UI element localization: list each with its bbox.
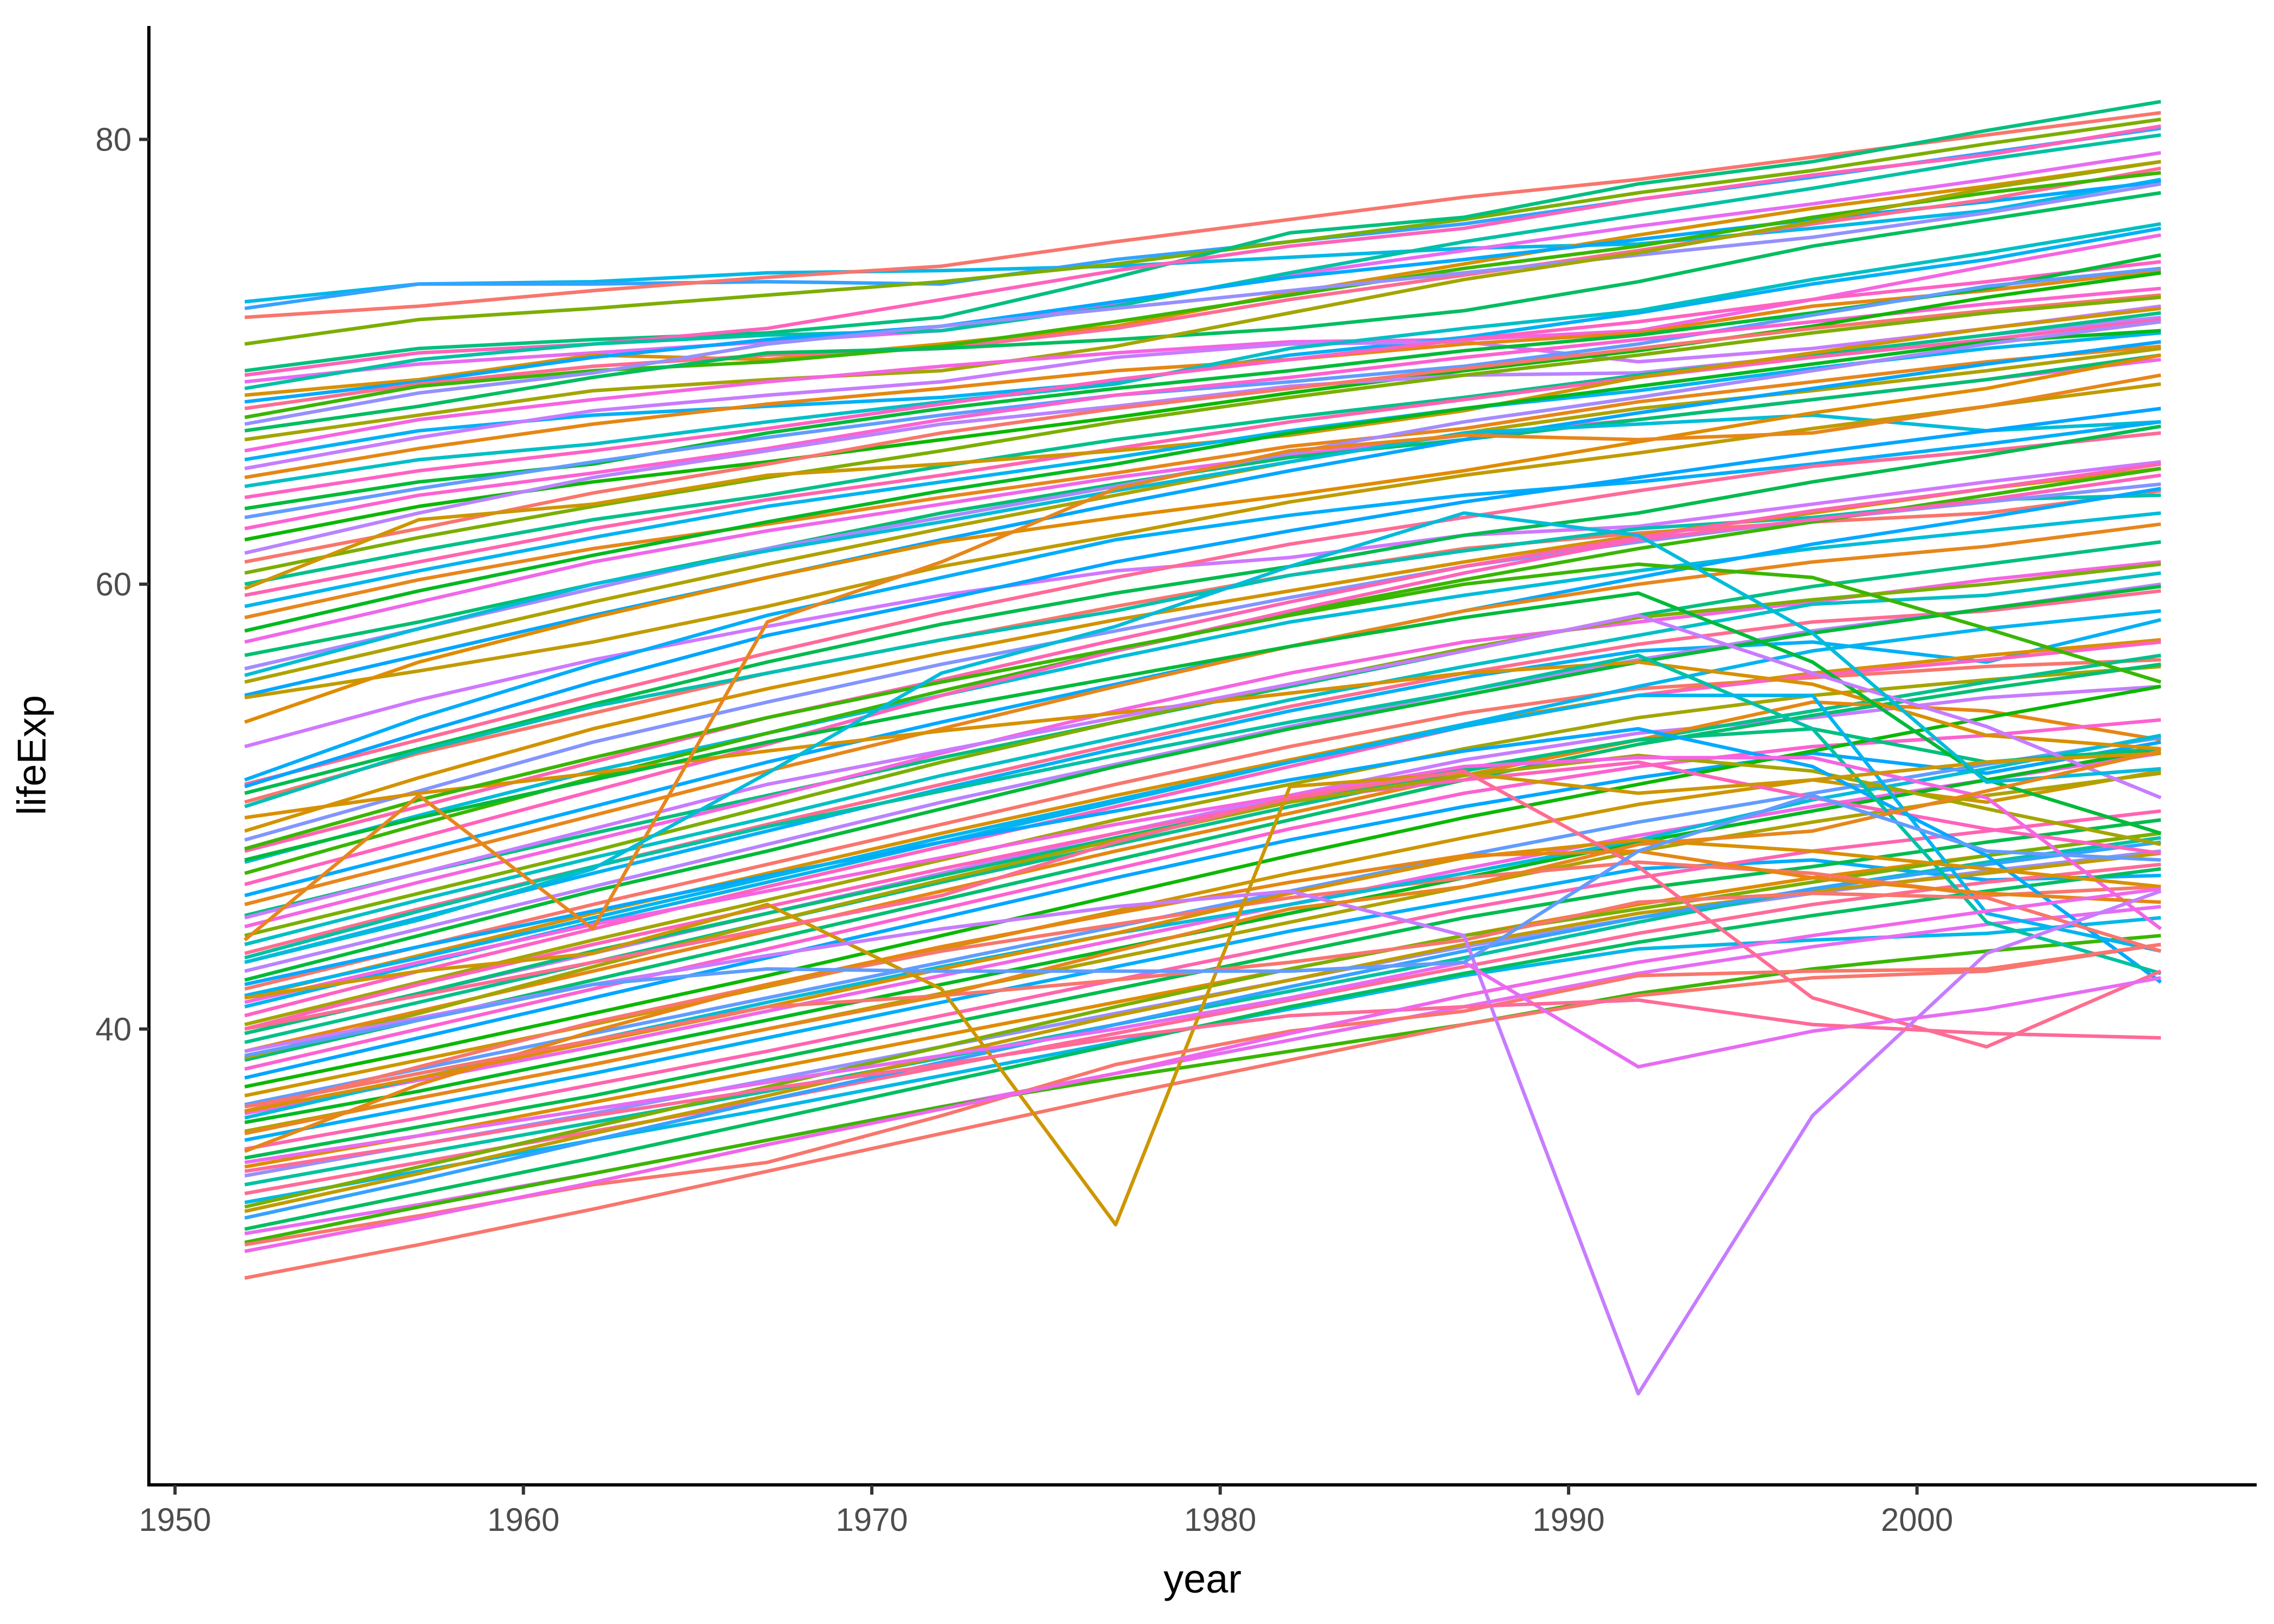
- series-line-42: [244, 353, 2161, 724]
- x-axis-ticks: 1950 1960 1970 1980 1990 2000: [139, 1485, 1953, 1538]
- series-line-116: [244, 769, 2162, 1049]
- series-line-29: [244, 311, 2161, 586]
- series-line-77: [244, 684, 2161, 1089]
- x-tick-label: 1960: [487, 1502, 559, 1538]
- series-line-63: [244, 618, 2161, 964]
- series-line-123: [244, 794, 2161, 1058]
- series-line-104: [244, 726, 2162, 986]
- series-line-114: [243, 373, 2161, 942]
- series-line-66: [244, 658, 2161, 991]
- series-line-113: [244, 751, 2161, 1227]
- series-line-18: [244, 304, 2161, 470]
- series-line-13: [244, 182, 2161, 426]
- series-line-47: [244, 424, 2161, 795]
- series-line-115: [244, 511, 2161, 964]
- y-tick-label: 60: [95, 566, 132, 603]
- series-line-3: [244, 110, 2161, 319]
- x-tick-label: 1970: [835, 1502, 907, 1538]
- x-tick-label: 1980: [1184, 1502, 1256, 1538]
- series-line-45: [244, 431, 2161, 787]
- series-line-11: [244, 166, 2161, 410]
- series-line-30: [244, 318, 2161, 597]
- series-line-40: [244, 413, 2161, 677]
- series-line-23: [244, 266, 2161, 520]
- series-line-71: [244, 684, 2161, 1036]
- series-line-109: [244, 613, 2162, 920]
- x-tick-label: 2000: [1881, 1502, 1953, 1538]
- series-line-21: [244, 260, 2161, 500]
- series-line-65: [244, 585, 2161, 982]
- x-tick-label: 1950: [139, 1502, 211, 1538]
- series-line-14: [244, 191, 2161, 433]
- series-line-25: [244, 271, 2161, 542]
- series-line-86: [244, 831, 2161, 1169]
- series-line-98: [244, 860, 2161, 1113]
- series-line-20: [244, 222, 2161, 488]
- series-line-34: [244, 329, 2161, 633]
- series-line-52: [244, 462, 2161, 853]
- series-line-69: [244, 640, 2161, 1018]
- y-axis-title: lifeExp: [9, 695, 54, 815]
- y-tick-label: 80: [95, 122, 132, 158]
- series-line-39: [244, 340, 2161, 697]
- series-line-111: [244, 838, 2161, 1113]
- series-line-44: [244, 420, 2161, 782]
- series-line-46: [244, 407, 2161, 789]
- series-line-124: [244, 887, 2161, 1253]
- series-line-97: [244, 942, 2161, 1280]
- series-line-61: [244, 571, 2161, 946]
- series-line-1: [244, 178, 2161, 304]
- series-line-105: [244, 653, 2161, 975]
- y-axis-ticks: 40 60 80: [95, 122, 149, 1047]
- series-line-24: [244, 286, 2161, 531]
- series-line-106: [244, 756, 2162, 1004]
- series-line-84: [244, 809, 2161, 1151]
- series-line-64: [244, 582, 2161, 973]
- series-line-28: [244, 295, 2161, 575]
- series-line-108: [244, 562, 2161, 851]
- series-line-5: [244, 100, 2161, 373]
- series-line-119: [244, 749, 2161, 1136]
- series-line-74: [244, 662, 2161, 1062]
- series-line-57: [244, 522, 2161, 906]
- series-lines: [243, 100, 2162, 1396]
- series-line-38: [244, 346, 2161, 684]
- series-line-27: [244, 293, 2161, 564]
- series-line-16: [244, 233, 2161, 453]
- series-line-15: [244, 160, 2161, 442]
- series-line-96: [244, 934, 2161, 1245]
- series-line-41: [244, 382, 2161, 699]
- series-line-92: [244, 852, 2161, 1213]
- series-line-43: [244, 460, 2161, 749]
- y-tick-label: 40: [95, 1011, 132, 1047]
- series-line-67: [244, 638, 2161, 1000]
- axes: [147, 26, 2257, 1487]
- x-tick-label: 1990: [1532, 1502, 1604, 1538]
- series-line-50: [244, 467, 2161, 833]
- series-line-76: [244, 740, 2161, 1080]
- series-line-33: [244, 344, 2161, 619]
- series-line-73: [244, 700, 2161, 1053]
- series-line-49: [244, 493, 2161, 809]
- series-line-122: [244, 998, 2161, 1173]
- series-line-53: [244, 511, 2161, 864]
- x-axis-title: year: [1164, 1556, 1241, 1601]
- series-line-102: [244, 660, 2161, 820]
- series-line-12: [244, 171, 2161, 420]
- series-line-4: [244, 117, 2161, 346]
- series-line-89: [244, 862, 2161, 1195]
- series-line-110: [244, 693, 2161, 998]
- series-line-48: [244, 489, 2161, 804]
